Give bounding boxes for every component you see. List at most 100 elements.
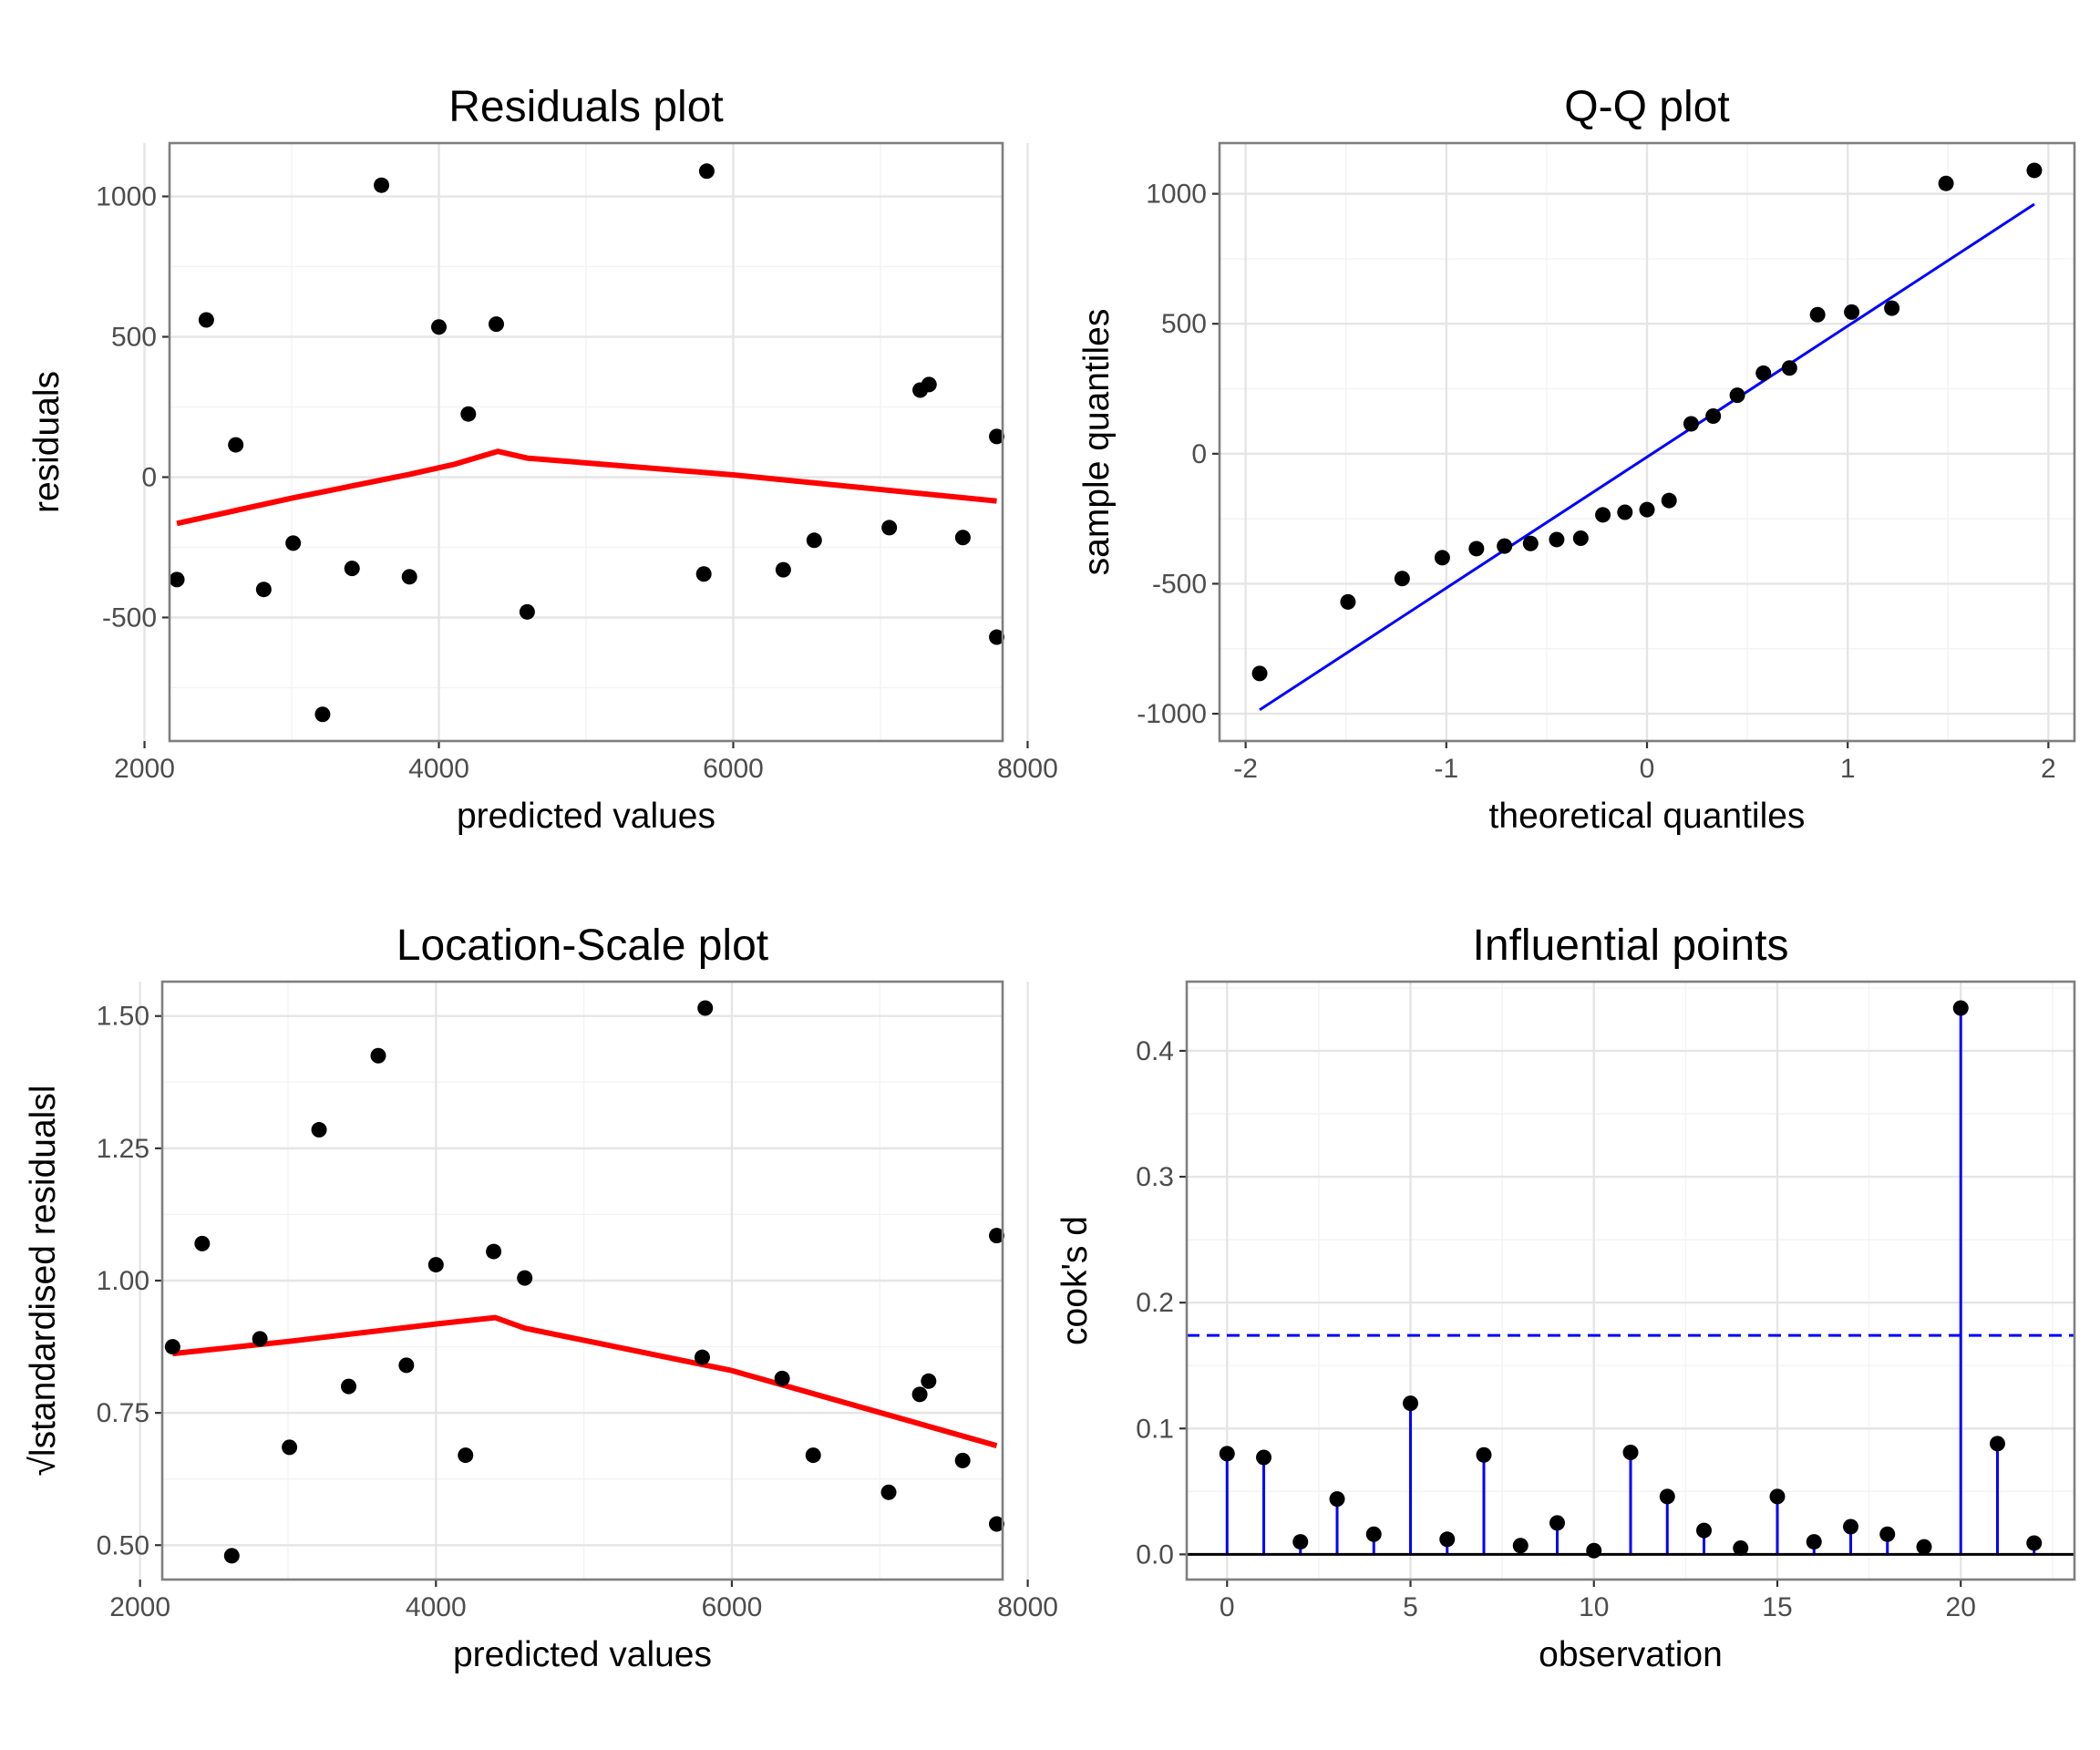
- panel-border: [168, 141, 1004, 743]
- data-point: [1340, 593, 1356, 610]
- data-point: [698, 163, 715, 180]
- data-point: [880, 1484, 897, 1500]
- data-point: [1497, 538, 1513, 554]
- x-tick-label: 4000: [406, 1592, 467, 1622]
- stem-marker: [1806, 1534, 1822, 1550]
- stem-marker: [1622, 1445, 1639, 1461]
- y-tick-label: 1.00: [97, 1266, 149, 1296]
- data-point: [1549, 531, 1565, 548]
- stem-marker: [1769, 1488, 1786, 1505]
- panel-border: [1218, 141, 2076, 743]
- data-point: [370, 1047, 386, 1064]
- data-point: [488, 316, 504, 333]
- data-point: [989, 1228, 1005, 1244]
- y-tick-label: 0: [1191, 439, 1207, 469]
- stem-marker: [1365, 1526, 1382, 1542]
- data-point: [398, 1357, 415, 1374]
- y-axis-label: residuals: [27, 371, 67, 513]
- stem-marker: [1256, 1449, 1272, 1466]
- y-tick-label: 500: [111, 323, 157, 353]
- chart-panel-qq: -2 -1 0 1 2 -1000 -500 0 500 1000 Q-Q plot theoreti…: [1077, 83, 2076, 836]
- data-point: [954, 1452, 971, 1468]
- data-point: [255, 582, 272, 598]
- panel-border: [160, 980, 1004, 1581]
- y-tick-label: 0.75: [97, 1398, 149, 1428]
- data-point: [911, 1386, 928, 1403]
- data-point: [344, 561, 360, 577]
- data-point: [921, 1373, 937, 1389]
- x-axis-label: predicted values: [457, 797, 715, 836]
- y-tick-label: 1.50: [97, 1002, 149, 1032]
- y-axis-label: sample quantiles: [1077, 309, 1117, 576]
- stem-marker: [1695, 1522, 1712, 1539]
- data-point: [1844, 304, 1860, 320]
- chart-panel-residuals: 2000 4000 6000 8000 -500 0 500 1000 Residuals pl…: [27, 83, 1058, 836]
- stem-marker: [1439, 1531, 1456, 1548]
- x-tick-label: 15: [1762, 1592, 1792, 1622]
- y-tick-label: 1000: [1146, 180, 1207, 210]
- stem-marker: [1842, 1518, 1858, 1535]
- x-tick-label: 20: [1946, 1592, 1976, 1622]
- stem-marker: [1659, 1488, 1675, 1505]
- data-point: [1251, 665, 1268, 682]
- data-point: [775, 561, 791, 578]
- x-tick-label: 2000: [109, 1592, 170, 1622]
- chart-panel-location-scale: 2000 4000 6000 8000 0.50 0.75 1.00 1.25 1.50 Loca…: [24, 921, 1058, 1674]
- stem-marker: [1476, 1446, 1492, 1463]
- data-point: [1522, 535, 1539, 551]
- y-tick-label: 1000: [96, 182, 157, 212]
- data-point: [695, 566, 712, 582]
- x-axis-label: predicted values: [453, 1635, 712, 1674]
- y-tick-label: 0.1: [1136, 1414, 1174, 1444]
- data-point: [921, 376, 937, 393]
- data-point: [774, 1370, 790, 1386]
- y-tick-label: 0: [141, 462, 157, 492]
- data-point: [1468, 540, 1485, 557]
- y-tick-label: 0.2: [1136, 1288, 1174, 1318]
- stem-marker: [1292, 1534, 1309, 1550]
- trend-line: [172, 1314, 998, 1448]
- stem-marker: [2026, 1535, 2043, 1551]
- x-tick-label: 8000: [997, 754, 1058, 784]
- data-point: [1617, 504, 1633, 520]
- x-tick-label: 10: [1579, 1592, 1609, 1622]
- x-tick-label: 1: [1840, 754, 1856, 784]
- data-point: [1705, 407, 1722, 424]
- data-point: [805, 1447, 821, 1464]
- data-point: [198, 312, 214, 328]
- data-point: [374, 177, 390, 193]
- y-tick-label: -1000: [1137, 699, 1207, 729]
- stem-marker: [1916, 1539, 1932, 1555]
- data-point: [169, 571, 185, 588]
- stem-marker: [1952, 1000, 1969, 1016]
- data-point: [431, 319, 448, 335]
- y-axis-label: cook's d: [1055, 1216, 1095, 1345]
- data-point: [458, 1447, 474, 1464]
- stem-marker: [1989, 1436, 2005, 1452]
- data-point: [989, 629, 1005, 645]
- x-tick-label: 2000: [114, 754, 175, 784]
- chart-title: Residuals plot: [448, 83, 724, 131]
- data-point: [223, 1548, 240, 1564]
- x-tick-label: 0: [1220, 1592, 1235, 1622]
- data-point: [1781, 360, 1797, 376]
- data-point: [1572, 530, 1589, 547]
- x-tick-label: 6000: [702, 1592, 763, 1622]
- x-tick-label: 4000: [408, 754, 469, 784]
- data-point: [1884, 300, 1900, 316]
- data-point: [427, 1257, 444, 1273]
- stem-marker: [1219, 1446, 1235, 1462]
- data-point: [954, 530, 971, 546]
- data-point: [1394, 571, 1410, 587]
- data-point: [1661, 492, 1677, 509]
- data-point: [460, 406, 477, 422]
- x-tick-label: -2: [1233, 754, 1258, 784]
- stem-marker: [1512, 1538, 1529, 1554]
- data-point: [194, 1235, 211, 1251]
- data-point: [1595, 507, 1611, 523]
- reference-line: [1259, 202, 2035, 712]
- data-point: [1809, 306, 1826, 323]
- x-axis-label: observation: [1539, 1635, 1723, 1674]
- x-tick-label: 5: [1403, 1592, 1418, 1622]
